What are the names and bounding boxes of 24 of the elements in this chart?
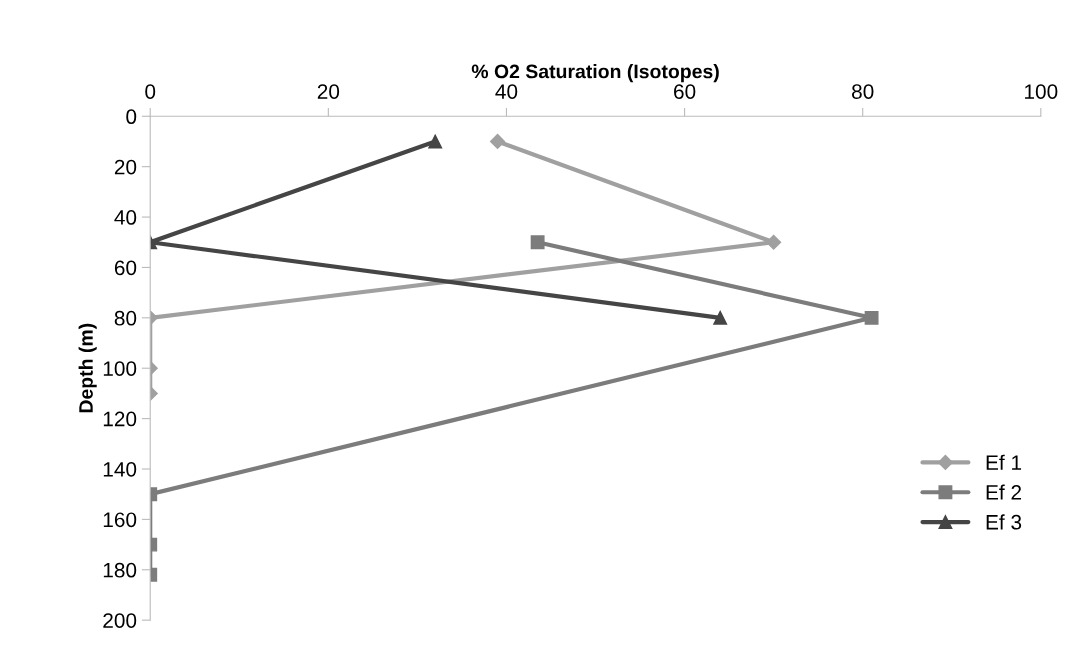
y-tick-label: 160 (103, 512, 137, 528)
legend-label: Ef 2 (986, 484, 1022, 500)
y-tick-label: 140 (103, 462, 137, 477)
y-tick-label: 80 (114, 310, 137, 326)
x-axis-title: % O2 Saturation (Isotopes) (471, 64, 719, 83)
y-tick-label: 20 (114, 159, 137, 175)
x-tick-label: 0 (145, 84, 156, 99)
y-tick-label: 40 (114, 210, 137, 225)
x-tick-label: 40 (495, 84, 518, 99)
y-axis-title: Depth (m) (78, 323, 97, 413)
y-tick-label: 100 (103, 361, 137, 376)
x-tick-label: 80 (852, 84, 874, 99)
y-tick-label: 200 (103, 613, 137, 628)
legend-label: Ef 3 (986, 514, 1022, 530)
x-tick-label: 20 (317, 84, 340, 99)
y-tick-label: 0 (126, 109, 137, 125)
y-tick-label: 120 (103, 411, 137, 427)
y-tick-label: 60 (114, 260, 137, 276)
point (713, 310, 728, 325)
point (428, 134, 443, 149)
x-tick-label: 60 (674, 84, 696, 99)
x-tick-label: 100 (1025, 84, 1058, 99)
legend-label: Ef 1 (986, 454, 1022, 470)
y-tick-label: 180 (103, 562, 137, 578)
